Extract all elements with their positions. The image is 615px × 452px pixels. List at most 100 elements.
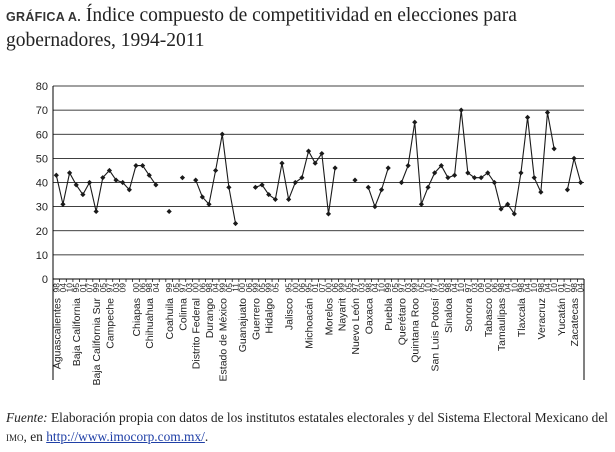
data-point-marker [551, 146, 557, 152]
x-state-label: Campeche [104, 298, 116, 349]
data-point-marker [305, 148, 312, 154]
x-year-label: 01 [556, 283, 566, 293]
x-state-label: Coahuila [164, 298, 176, 340]
y-tick-label: 60 [36, 129, 48, 141]
x-year-label: 05 [416, 283, 426, 293]
x-year-label: 07 [562, 283, 572, 293]
x-year-label: 10 [509, 283, 519, 293]
x-year-label: 04 [503, 283, 513, 293]
data-point-marker [412, 119, 418, 125]
x-year-label: 06 [489, 283, 499, 293]
data-point-marker [518, 170, 524, 176]
data-point-marker [398, 179, 405, 186]
y-tick-labels: 0 10 20 30 40 50 60 70 80 [36, 81, 48, 286]
source-prefix: Fuente: [6, 410, 48, 425]
x-year-label: 99 [164, 283, 174, 293]
data-point-marker [571, 155, 577, 161]
x-year-label: 00 [290, 283, 300, 293]
data-point-marker [252, 184, 259, 190]
data-point-marker [325, 211, 332, 217]
x-year-label: 05 [390, 283, 400, 293]
data-point-marker [564, 187, 571, 193]
data-point-marker [153, 182, 159, 188]
x-year-label: 11 [231, 283, 241, 292]
x-state-label: Colima [177, 298, 189, 331]
data-point-marker [60, 201, 66, 207]
data-point-marker [365, 184, 371, 190]
x-year-label: 03 [469, 283, 479, 293]
data-point-marker [259, 182, 265, 188]
source-imo: IMO [6, 429, 24, 444]
x-state-label: Puebla [383, 298, 395, 331]
x-year-label: 99 [383, 283, 393, 293]
x-year-label: 00 [483, 283, 493, 293]
x-year-label: 03 [184, 283, 194, 293]
data-point-marker [73, 182, 79, 188]
data-point-marker [465, 170, 471, 176]
x-year-label: 04 [576, 283, 586, 293]
data-point-marker [66, 170, 73, 176]
x-state-label: Hidalgo [264, 298, 276, 334]
data-point-marker [292, 179, 298, 186]
source-url-link[interactable]: http://www.imocorp.com.mx/ [46, 429, 205, 444]
data-point-marker [352, 177, 358, 183]
x-state-label: Veracruz [536, 298, 548, 339]
data-point-marker [133, 163, 139, 169]
x-year-label: 05 [270, 283, 280, 293]
data-point-marker [120, 179, 126, 186]
grid-lines [53, 85, 584, 256]
x-year-label: 05 [343, 283, 353, 293]
data-point-marker [93, 208, 99, 215]
data-point-marker [425, 184, 431, 190]
y-tick-label: 50 [36, 153, 48, 165]
data-point-marker [378, 187, 385, 193]
data-point-marker [578, 179, 584, 186]
data-point-marker [544, 109, 551, 116]
x-year-label: 98 [569, 283, 579, 293]
x-year-label: 00 [237, 283, 247, 293]
x-state-label: Baja California Sur [91, 298, 103, 386]
x-year-label: 09 [476, 283, 486, 293]
data-point-marker [432, 170, 438, 176]
data-point-marker [312, 160, 318, 166]
data-point-marker [524, 114, 531, 120]
x-state-label: Guanajuato [237, 298, 249, 352]
x-year-label: 99 [337, 283, 347, 293]
data-point-marker [206, 201, 212, 207]
x-year-label: 10 [456, 283, 466, 293]
x-state-label: Michoacán [304, 298, 316, 349]
x-year-label: 10 [529, 283, 539, 293]
data-point-marker [219, 131, 225, 137]
x-year-label: 04 [58, 283, 68, 293]
x-year-label: 01 [310, 283, 320, 293]
axes [52, 86, 585, 380]
x-year-label: 07 [85, 283, 95, 293]
x-year-label: 98 [363, 283, 373, 293]
x-year-label: 98 [516, 283, 526, 293]
x-year-label: 05 [257, 283, 267, 293]
x-year-label: 05 [98, 283, 108, 293]
x-year-label: 99 [91, 283, 101, 293]
x-year-label: 05 [171, 283, 181, 293]
x-year-label: 97 [430, 283, 440, 293]
x-year-label: 04 [370, 283, 380, 293]
x-year-label: 98 [144, 283, 154, 293]
series-line-segment [367, 167, 389, 209]
figure-label: GRÁFICA A. [6, 10, 81, 24]
data-point-marker [405, 163, 411, 169]
data-point-marker [286, 196, 292, 202]
data-point-marker [100, 175, 106, 181]
data-point-marker [272, 196, 278, 202]
x-year-label: 98 [51, 283, 61, 293]
x-year-label: 06 [297, 283, 307, 293]
x-state-label: Jalisco [284, 298, 296, 330]
data-point-marker [491, 179, 497, 186]
y-tick-label: 10 [36, 250, 48, 262]
data-point-marker [113, 177, 119, 183]
data-point-marker [498, 206, 504, 212]
y-tick-label: 0 [42, 274, 48, 286]
source-text: Elaboración propia con datos de los inst… [47, 410, 609, 425]
x-year-label: 06 [138, 283, 148, 293]
x-year-label: 06 [330, 283, 340, 293]
